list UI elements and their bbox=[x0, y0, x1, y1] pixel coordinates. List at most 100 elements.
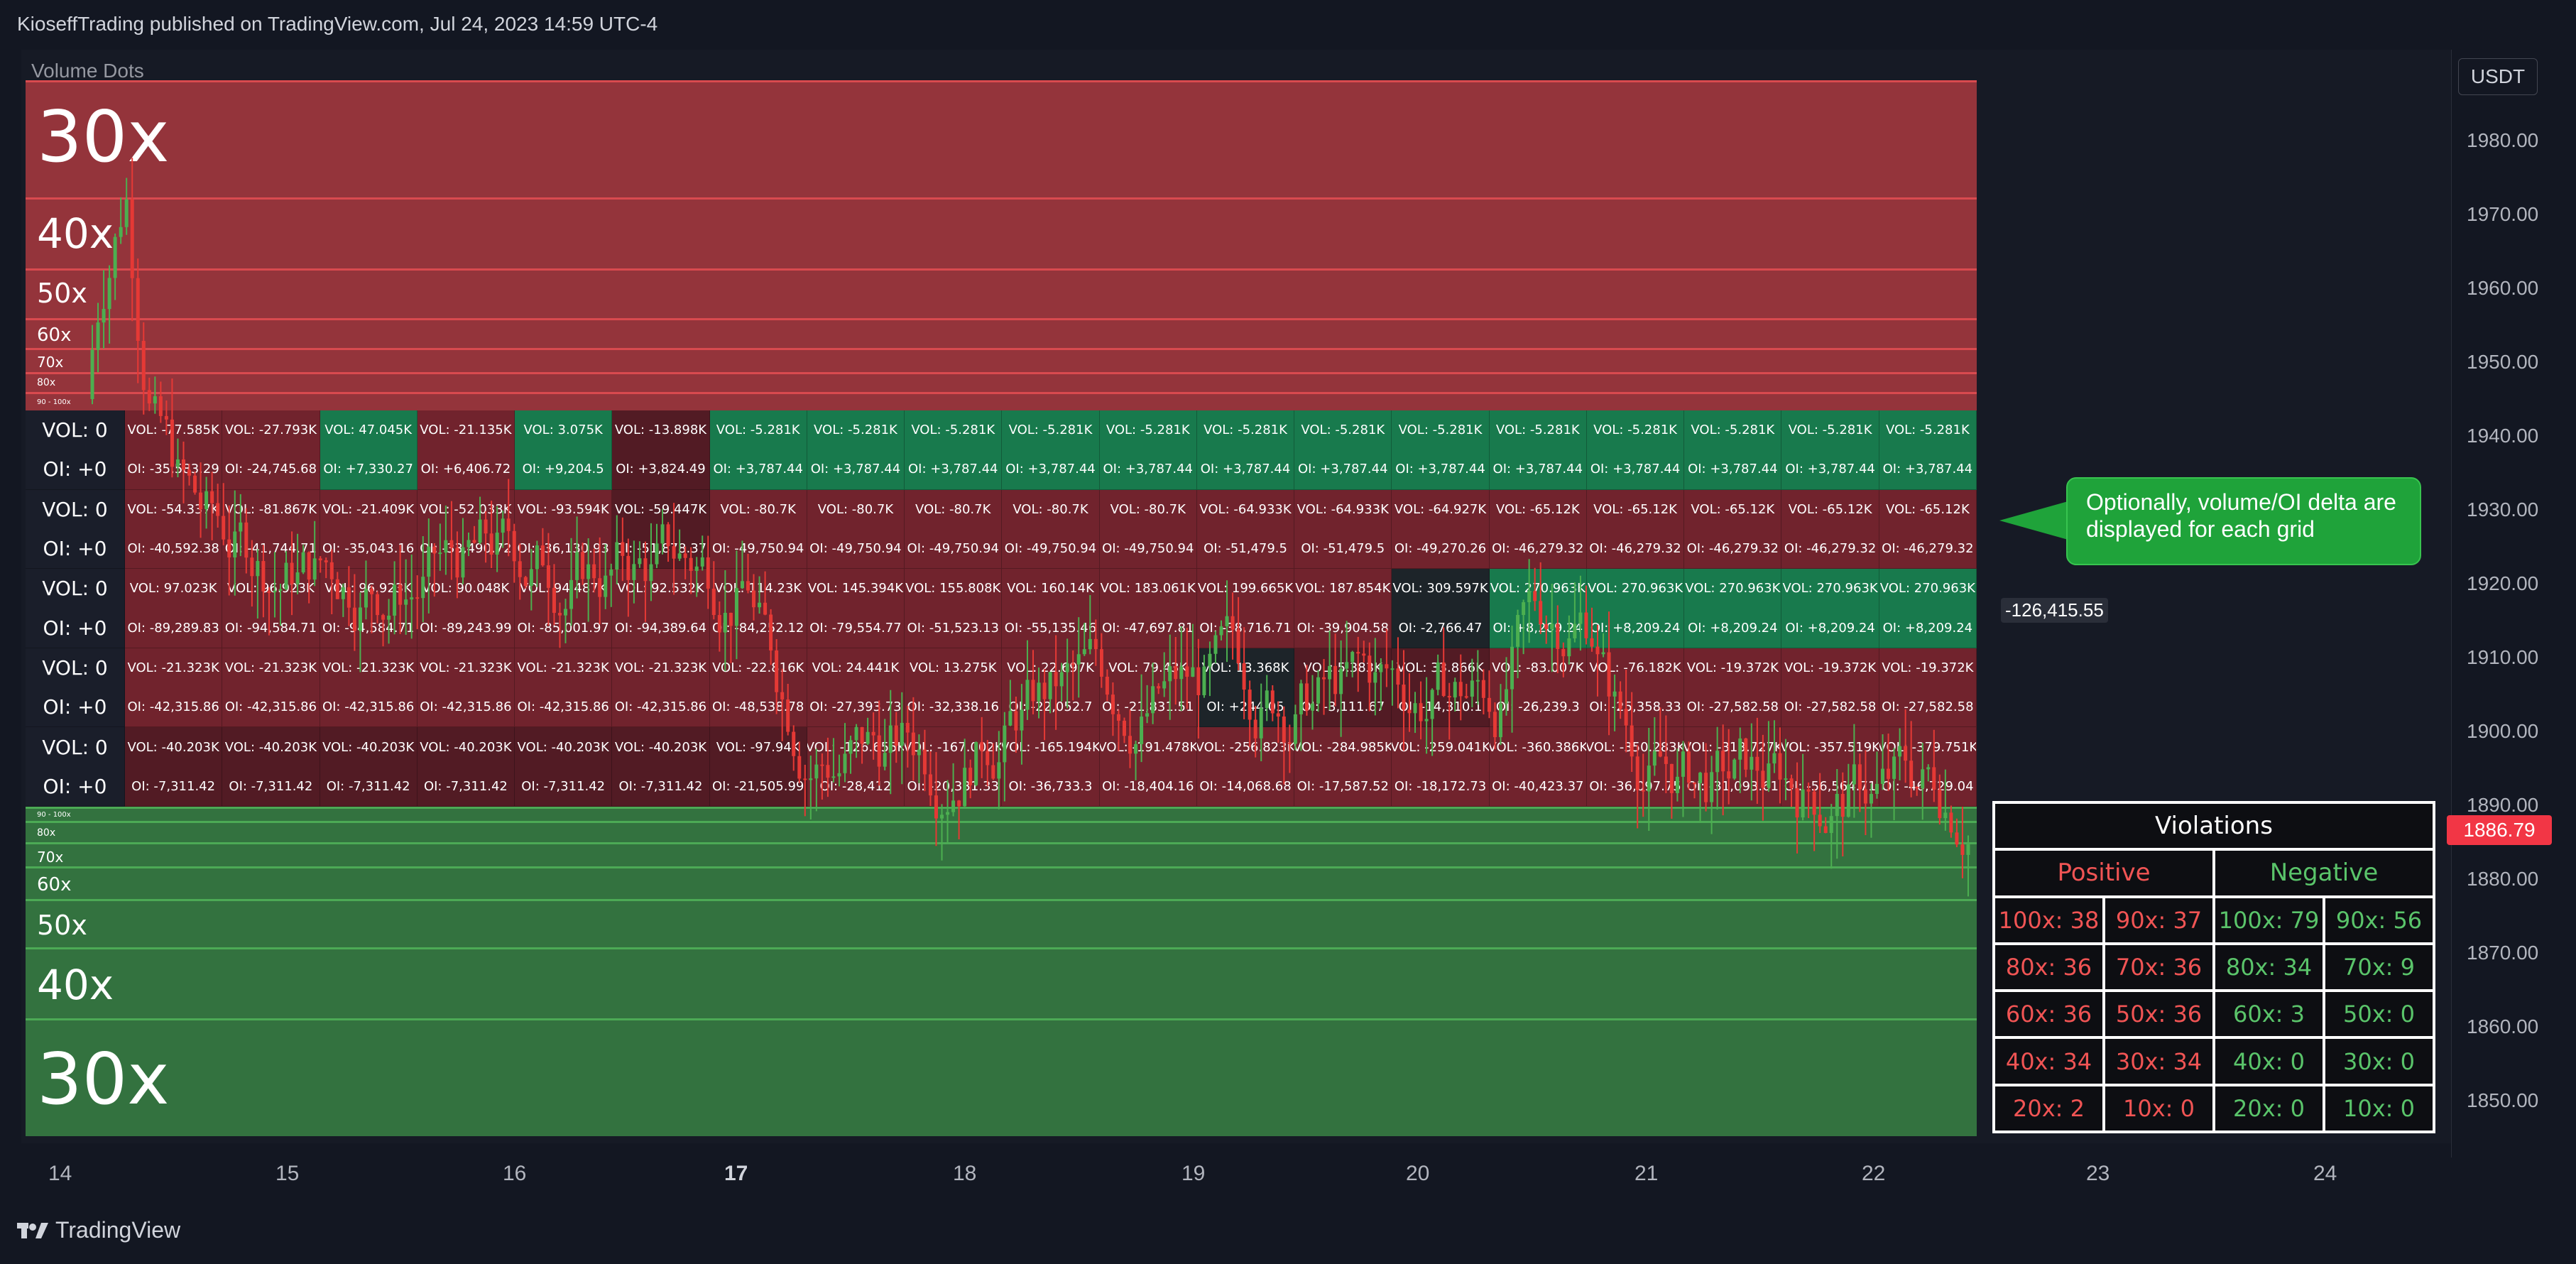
candle-body bbox=[854, 726, 858, 741]
band-label: 40x bbox=[37, 209, 114, 258]
candle-body bbox=[529, 569, 533, 587]
cell-volume: VOL: 47.045K bbox=[324, 423, 413, 438]
candle-body bbox=[239, 522, 243, 532]
cell-oi: OI: +3,824.49 bbox=[616, 462, 706, 477]
red-band-60x: 60x bbox=[26, 318, 1977, 348]
candle-body bbox=[689, 557, 693, 571]
cell-oi: OI: +3,787.44 bbox=[1785, 462, 1875, 477]
candle-body bbox=[1664, 756, 1668, 764]
candle-body bbox=[957, 800, 961, 807]
candle-body bbox=[1863, 789, 1867, 804]
price-tick: 1900.00 bbox=[2467, 720, 2539, 742]
candle-body bbox=[358, 607, 362, 631]
cell-volume: VOL: -65.12K bbox=[1885, 501, 1970, 517]
candle-body bbox=[438, 552, 442, 555]
candle-body bbox=[1675, 776, 1679, 793]
candle-body bbox=[1225, 616, 1229, 627]
candle-body bbox=[1857, 764, 1862, 790]
cell-oi: OI: -27,582.58 bbox=[1784, 699, 1877, 715]
cell-oi: OI: -46,279.32 bbox=[1492, 541, 1584, 557]
cell-oi: OI: -94,389.64 bbox=[614, 620, 707, 636]
band-label: 60x bbox=[37, 874, 72, 895]
cell-volume: VOL: -21.323K bbox=[127, 660, 219, 675]
cell-volume: VOL: -40.203K bbox=[517, 739, 609, 755]
cell-volume: VOL: -5.281K bbox=[911, 423, 995, 438]
candle-body bbox=[569, 579, 574, 609]
candle-body bbox=[1379, 664, 1383, 672]
candle-body bbox=[1082, 649, 1086, 655]
candle-body bbox=[552, 587, 556, 614]
candle-body bbox=[1904, 746, 1908, 761]
candle-body bbox=[677, 553, 682, 559]
cell-volume: VOL: -13.898K bbox=[614, 423, 707, 438]
red-band-50x: 50x bbox=[26, 268, 1977, 318]
negative-header: Negative bbox=[2215, 851, 2433, 895]
candle-body bbox=[1413, 703, 1417, 714]
candle-body bbox=[535, 545, 539, 570]
candle-body bbox=[1065, 663, 1069, 672]
price-tick: 1920.00 bbox=[2467, 572, 2539, 594]
candle-body bbox=[1732, 759, 1737, 779]
grid-cell: VOL: -350.283K OI: -36,097.75 bbox=[1586, 727, 1685, 807]
violation-cell: 10x: 0 bbox=[2325, 1086, 2433, 1130]
cell-oi: OI: -94,584.71 bbox=[322, 620, 415, 636]
candle-body bbox=[877, 735, 881, 767]
grid-cell: VOL: -165.194K OI: -36,733.3 bbox=[1002, 727, 1100, 807]
candle-body bbox=[1042, 682, 1047, 699]
band-label: 30x bbox=[37, 1037, 170, 1121]
cell-oi: OI: -46,279.32 bbox=[1589, 541, 1681, 557]
green-band-80x: 80x bbox=[26, 821, 1977, 842]
cell-volume: VOL: -97.94K bbox=[716, 739, 800, 755]
grid-row-label: VOL: 0 OI: +0 bbox=[26, 489, 125, 570]
candle-body bbox=[1852, 764, 1856, 785]
price-tick: 1960.00 bbox=[2467, 277, 2539, 299]
candle-body bbox=[809, 778, 813, 780]
candle-body bbox=[1812, 791, 1816, 815]
violation-cell: 60x: 36 bbox=[1995, 992, 2102, 1037]
candle-body bbox=[1168, 666, 1172, 682]
green-band-30x: 30x bbox=[26, 1018, 1977, 1136]
candle-body bbox=[991, 765, 995, 779]
cell-oi: OI: -7,311.42 bbox=[131, 778, 216, 794]
tradingview-logo[interactable]: TradingView bbox=[17, 1217, 180, 1243]
candle-body bbox=[540, 545, 545, 566]
candle-body bbox=[1185, 666, 1189, 677]
candle-body bbox=[1475, 680, 1480, 682]
grid-cell: VOL: 270.963K OI: +8,209.24 bbox=[1781, 569, 1879, 648]
candle-body bbox=[1767, 763, 1771, 788]
candle-body bbox=[1048, 672, 1052, 699]
grid-cell: VOL: -65.12K OI: -46,279.32 bbox=[1586, 489, 1685, 570]
candle-body bbox=[1099, 649, 1103, 677]
candle-body bbox=[1208, 653, 1212, 667]
grid-oi-label: OI: +0 bbox=[43, 616, 107, 640]
price-axis[interactable] bbox=[2451, 50, 2576, 1157]
candle-body bbox=[638, 558, 642, 565]
candle-body bbox=[1544, 624, 1549, 630]
candle-body bbox=[917, 749, 921, 756]
cell-oi: OI: +3,787.44 bbox=[810, 462, 901, 477]
candle-body bbox=[1003, 725, 1007, 763]
candle-body bbox=[1607, 652, 1611, 697]
cell-oi: OI: -17,587.52 bbox=[1297, 778, 1389, 794]
candle-body bbox=[694, 566, 699, 571]
candle-body bbox=[1054, 672, 1058, 687]
violation-cell: 20x: 0 bbox=[2215, 1086, 2323, 1130]
time-tick: 14 bbox=[48, 1162, 72, 1185]
cell-oi: OI: +3,787.44 bbox=[1882, 462, 1973, 477]
indicator-name[interactable]: Volume Dots bbox=[31, 60, 144, 82]
candle-body bbox=[1938, 789, 1942, 819]
currency-button[interactable]: USDT bbox=[2458, 58, 2538, 95]
price-tick: 1980.00 bbox=[2467, 129, 2539, 151]
candle-body bbox=[711, 588, 716, 616]
candle-body bbox=[672, 546, 676, 559]
candle-body bbox=[649, 564, 653, 582]
violation-cell: 30x: 34 bbox=[2105, 1039, 2212, 1084]
candle-body bbox=[427, 546, 431, 577]
cell-volume: VOL: -80.7K bbox=[1013, 501, 1088, 517]
cell-volume: VOL: -40.203K bbox=[614, 739, 707, 755]
candle-body bbox=[803, 778, 807, 780]
candle-body bbox=[1926, 767, 1931, 770]
grid-cell: VOL: -80.7K OI: -49,750.94 bbox=[905, 489, 1003, 570]
red-band-40x: 40x bbox=[26, 197, 1977, 268]
